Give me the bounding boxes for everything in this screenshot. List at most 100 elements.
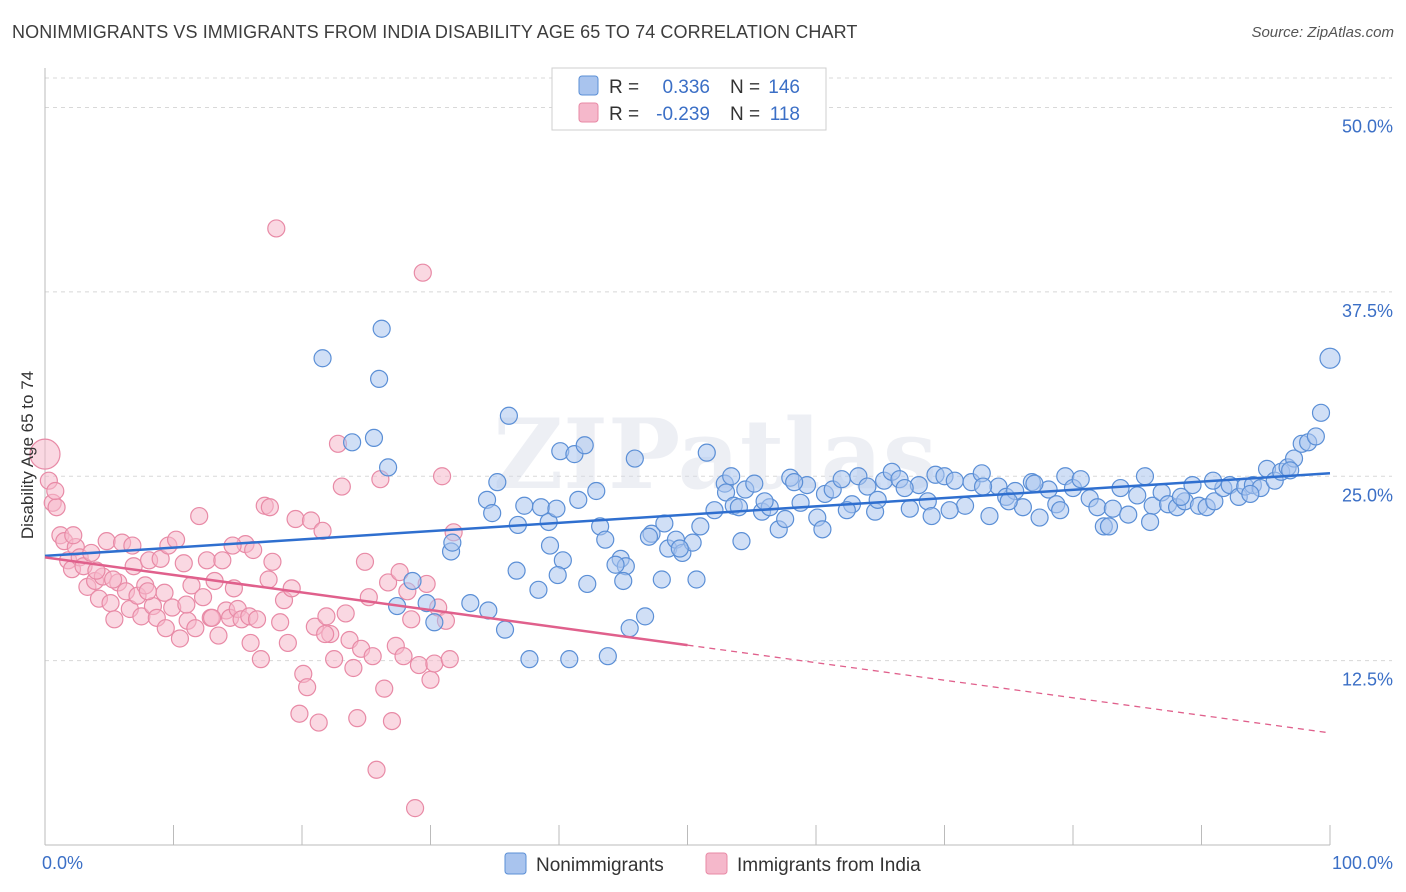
y-axis-title: Disability Age 65 to 74 <box>18 371 37 539</box>
india-point-42 <box>197 551 217 570</box>
india-point-111 <box>260 498 279 517</box>
india-point-116 <box>138 582 157 601</box>
nonimmigrant-point-135 <box>813 520 832 539</box>
legend-n-value-1: 146 <box>768 77 800 98</box>
nonimmigrant-point-142 <box>1099 517 1119 536</box>
india-point-97 <box>409 655 429 675</box>
india-point-72 <box>313 521 332 540</box>
nonimmigrant-point-138 <box>940 501 959 520</box>
india-point-3 <box>47 498 66 517</box>
nonimmigrant-point-22 <box>596 530 615 549</box>
nonimmigrant-point-134 <box>755 492 774 511</box>
nonimmigrant-point-130 <box>639 527 659 546</box>
india-point-39 <box>186 619 205 638</box>
nonimmigrant-point-37 <box>705 501 724 520</box>
nonimmigrant-point-129 <box>598 647 617 666</box>
india-point-45 <box>209 626 228 645</box>
nonimmigrant-point-2 <box>370 369 389 388</box>
nonimmigrant-point-126 <box>520 650 539 669</box>
nonimmigrant-point-68 <box>955 496 975 515</box>
india-trend-line-dashed <box>687 644 1331 734</box>
nonimmigrant-point-17 <box>575 436 594 455</box>
nonimmigrant-point-115 <box>1319 347 1341 369</box>
nonimmigrant-point-62 <box>900 499 919 518</box>
nonimmigrant-point-136 <box>837 501 856 520</box>
nonimmigrant-point-146 <box>1241 484 1260 504</box>
india-point-118 <box>202 608 222 627</box>
nonimmigrant-point-128 <box>560 650 579 669</box>
india-point-103 <box>432 467 452 486</box>
nonimmigrant-point-8 <box>515 496 534 515</box>
nonimmigrant-point-99 <box>1205 492 1224 511</box>
india-point-114 <box>64 526 83 545</box>
nonimmigrant-point-77 <box>1030 508 1049 527</box>
nonimmigrant-point-150 <box>483 504 502 523</box>
y-tick-label-1: 25.0% <box>1342 485 1393 505</box>
y-tick-label-2: 37.5% <box>1342 301 1393 321</box>
nonimmigrant-point-120 <box>425 613 444 632</box>
nonimmigrant-point-113 <box>1306 427 1325 446</box>
nonimmigrant-point-82 <box>1071 470 1090 489</box>
nonimmigrant-point-149 <box>443 533 462 552</box>
series-legend: Nonimmigrants Immigrants from India <box>504 852 921 876</box>
india-point-71 <box>309 713 328 732</box>
nonimmigrant-point-1 <box>372 319 391 338</box>
india-point-89 <box>378 573 398 592</box>
nonimmigrant-point-3 <box>364 428 384 447</box>
nonimmigrant-point-125 <box>507 561 526 580</box>
india-point-56 <box>251 650 270 669</box>
nonimmigrant-point-18 <box>569 490 588 509</box>
india-point-110 <box>223 536 242 555</box>
nonimmigrant-point-124 <box>495 620 515 639</box>
legend-r-value-1: 0.336 <box>662 77 710 98</box>
nonimmigrant-point-144 <box>1171 487 1191 506</box>
chart-title: NONIMMIGRANTS VS IMMIGRANTS FROM INDIA D… <box>12 22 858 42</box>
nonimmigrant-point-132 <box>691 517 710 536</box>
india-point-23 <box>124 557 143 576</box>
india-point-75 <box>325 650 344 669</box>
india-point-85 <box>363 647 382 666</box>
nonimmigrant-point-88 <box>1119 505 1138 524</box>
nonimmigrant-point-35 <box>687 570 706 589</box>
india-point-112 <box>316 624 335 644</box>
nonimmigrant-point-43 <box>745 474 764 493</box>
nonimmigrant-point-41 <box>729 498 749 517</box>
india-point-58 <box>259 570 278 589</box>
tick-labels: 12.5% 25.0% 37.5% 50.0% 0.0% 100.0% <box>42 117 1393 874</box>
nonimmigrant-point-19 <box>578 574 597 594</box>
nonimmigrant-point-28 <box>635 607 655 626</box>
series-legend-swatch-india <box>705 852 728 875</box>
nonimmigrant-point-6 <box>488 473 507 492</box>
india-point-113 <box>46 481 65 501</box>
india-point-68 <box>298 678 317 697</box>
india-point-86 <box>367 760 386 779</box>
nonimmigrant-point-54 <box>832 470 851 489</box>
nonimmigrant-point-57 <box>858 477 877 496</box>
india-point-81 <box>348 709 367 728</box>
india-point-117 <box>177 595 196 614</box>
india-point-69 <box>301 511 321 530</box>
nonimmigrant-point-116 <box>722 467 741 486</box>
india-point-98 <box>413 263 432 282</box>
nonimmigrant-point-122 <box>461 593 480 613</box>
india-trend-line-solid <box>44 556 688 647</box>
nonimmigrant-point-133 <box>732 532 751 551</box>
india-point-115 <box>104 570 123 589</box>
nonimmigrants-points <box>313 319 1341 669</box>
india-point-95 <box>402 610 421 629</box>
india-point-93 <box>394 647 413 666</box>
india-point-61 <box>271 613 290 632</box>
nonimmigrant-point-27 <box>620 619 639 638</box>
grid-lines <box>45 77 1392 662</box>
nonimmigrant-point-25 <box>625 449 644 468</box>
india-point-16 <box>97 532 116 551</box>
legend-r-label-1: R = <box>609 77 639 98</box>
india-point-40 <box>190 506 209 526</box>
india-point-35 <box>170 629 190 648</box>
india-point-18 <box>105 610 124 629</box>
legend-n-value-2: 118 <box>770 104 800 125</box>
india-point-100 <box>421 670 440 689</box>
y-tick-label-0: 12.5% <box>1342 670 1393 690</box>
nonimmigrant-point-119 <box>417 593 436 613</box>
nonimmigrant-point-154 <box>785 473 804 492</box>
